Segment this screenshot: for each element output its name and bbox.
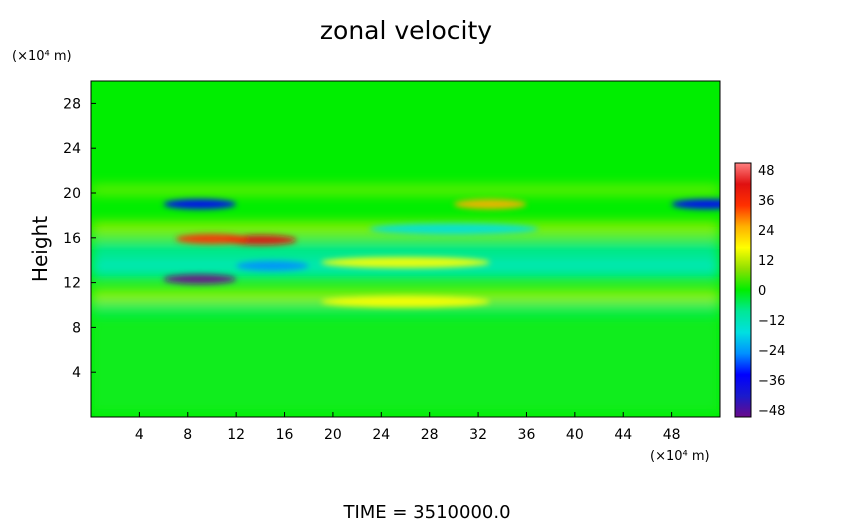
band-lower-zone bbox=[91, 318, 720, 413]
chart-title: zonal velocity bbox=[320, 16, 492, 45]
y-tick-label: 20 bbox=[63, 186, 81, 202]
x-tick-label: 16 bbox=[276, 427, 294, 443]
x-ticks: 4 8 12 16 20 24 28 32 36 40 44 48 bbox=[135, 412, 681, 443]
y-unit-label: (×10⁴ m) bbox=[12, 49, 72, 64]
velocity-feature bbox=[453, 199, 527, 210]
colorbar-tick-label: 0 bbox=[758, 284, 766, 299]
x-tick-label: 24 bbox=[372, 427, 390, 443]
x-tick-label: 44 bbox=[614, 427, 632, 443]
y-tick-label: 24 bbox=[63, 141, 81, 157]
colorbar: 48 36 24 12 0 −12 −24 −36 −48 bbox=[734, 162, 785, 419]
x-tick-label: 8 bbox=[183, 427, 192, 443]
x-tick-label: 28 bbox=[421, 427, 439, 443]
x-tick-label: 40 bbox=[566, 427, 584, 443]
colorbar-tick-label: 36 bbox=[758, 194, 775, 209]
time-label: TIME = 3510000.0 bbox=[342, 502, 510, 519]
y-tick-label: 28 bbox=[63, 96, 81, 112]
x-tick-label: 32 bbox=[469, 427, 487, 443]
x-tick-label: 4 bbox=[135, 427, 144, 443]
velocity-features bbox=[163, 199, 720, 308]
velocity-feature bbox=[163, 199, 237, 210]
band-yellow-lower bbox=[91, 290, 720, 302]
y-tick-label: 8 bbox=[72, 320, 81, 336]
velocity-feature bbox=[671, 199, 720, 210]
colorbar-strip bbox=[734, 162, 752, 418]
colorbar-tick-label: −48 bbox=[758, 404, 785, 419]
y-axis-label: Height bbox=[28, 216, 52, 282]
velocity-feature bbox=[175, 233, 249, 244]
velocity-feature bbox=[163, 274, 237, 285]
colorbar-tick-label: 12 bbox=[758, 254, 775, 269]
x-unit-label: (×10⁴ m) bbox=[650, 449, 710, 464]
x-tick-label: 36 bbox=[518, 427, 536, 443]
x-tick-label: 48 bbox=[663, 427, 681, 443]
velocity-feature bbox=[320, 256, 491, 269]
heatmap-plot-area bbox=[91, 81, 720, 417]
colorbar-tick-label: −36 bbox=[758, 374, 785, 389]
band-cyan-lower bbox=[91, 304, 720, 314]
x-tick-label: 12 bbox=[227, 427, 245, 443]
colorbar-tick-label: −12 bbox=[758, 314, 785, 329]
band-yellow-upper bbox=[91, 186, 720, 194]
colorbar-tick-label: 48 bbox=[758, 164, 775, 179]
y-tick-label: 4 bbox=[72, 365, 81, 381]
colorbar-tick-label: 24 bbox=[758, 224, 775, 239]
y-tick-label: 16 bbox=[63, 231, 81, 247]
velocity-feature bbox=[236, 260, 309, 271]
colorbar-tick-label: −24 bbox=[758, 344, 785, 359]
plot-frame bbox=[90, 80, 721, 418]
y-ticks: 4 8 12 16 20 24 28 bbox=[63, 96, 96, 381]
colorbar-labels: 48 36 24 12 0 −12 −24 −36 −48 bbox=[758, 164, 785, 419]
velocity-feature bbox=[320, 296, 491, 308]
y-tick-label: 12 bbox=[63, 276, 81, 292]
velocity-feature bbox=[369, 223, 539, 235]
x-tick-label: 20 bbox=[324, 427, 342, 443]
